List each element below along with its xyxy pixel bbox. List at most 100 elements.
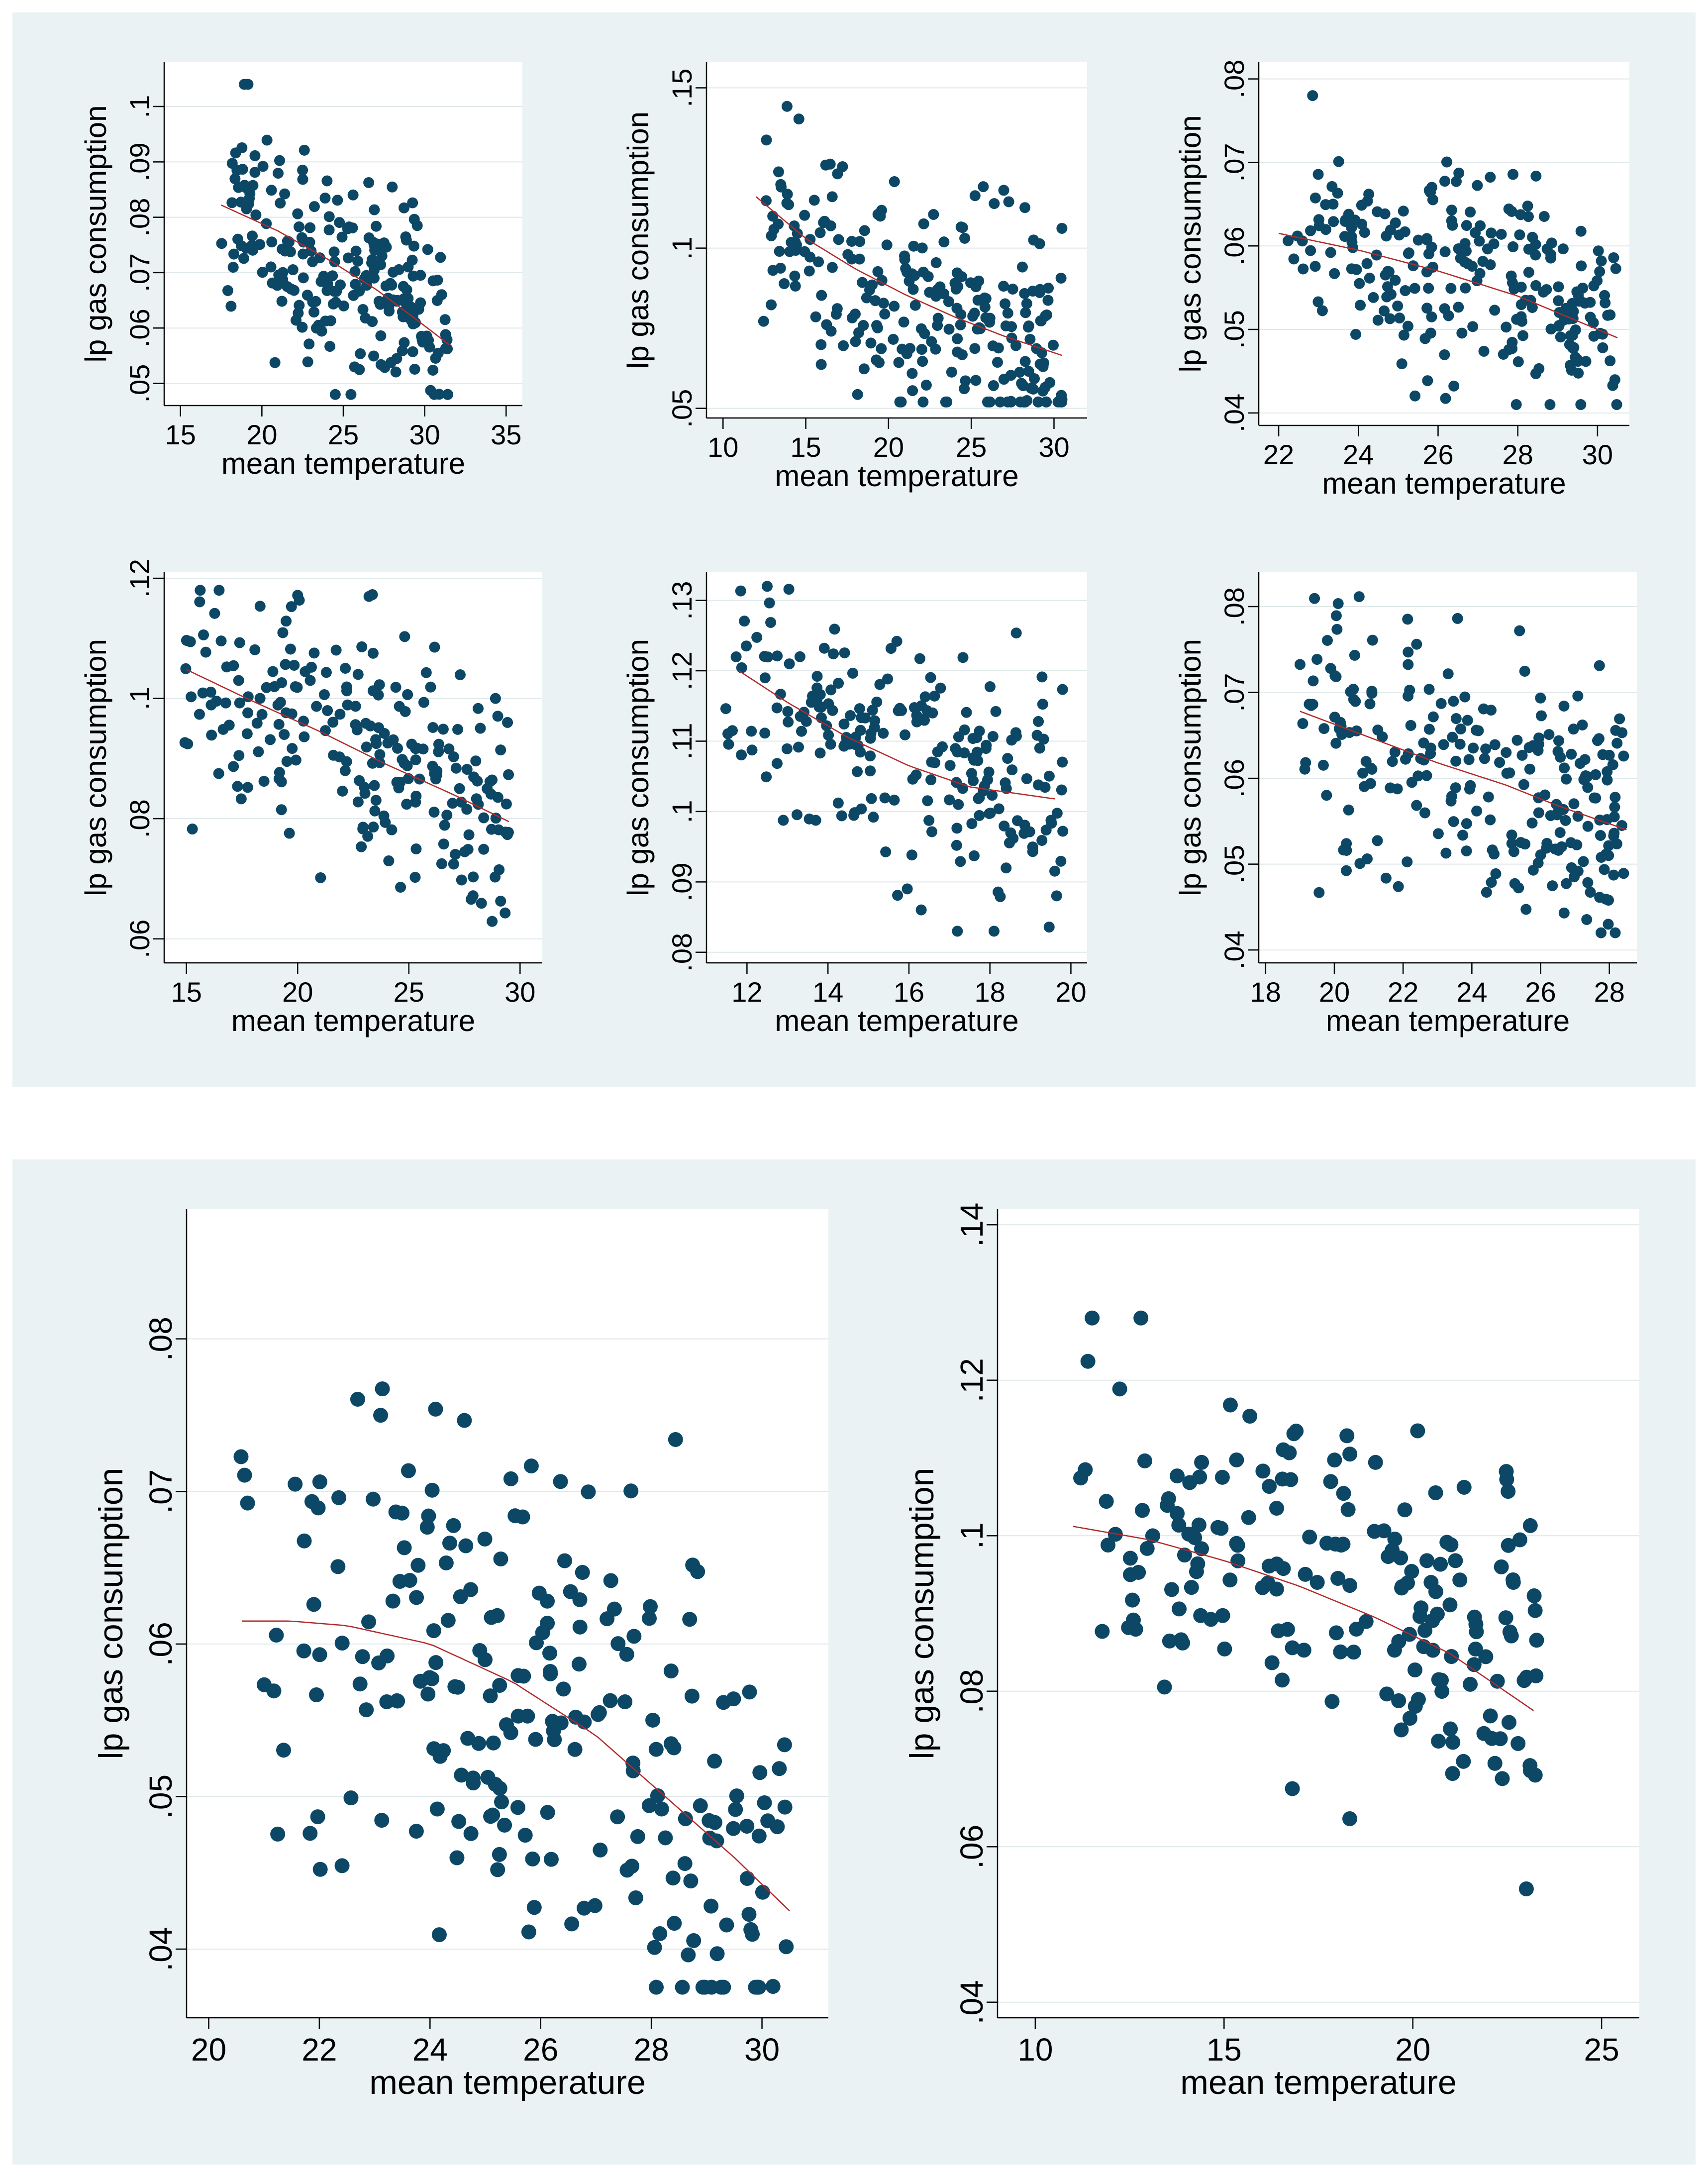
data-point bbox=[992, 357, 1003, 368]
data-point bbox=[1400, 285, 1411, 297]
data-point bbox=[1526, 1588, 1542, 1604]
data-point bbox=[898, 316, 909, 328]
data-point bbox=[456, 874, 467, 886]
data-point bbox=[302, 356, 313, 368]
data-point bbox=[402, 689, 413, 700]
data-point bbox=[1359, 227, 1370, 238]
plot-area bbox=[998, 1209, 1639, 2018]
data-point bbox=[1439, 246, 1451, 257]
data-point bbox=[478, 812, 490, 824]
x-axis-label: mean temperature bbox=[775, 459, 1018, 493]
data-point bbox=[213, 585, 225, 596]
data-point bbox=[1575, 399, 1587, 411]
data-point bbox=[1309, 192, 1321, 204]
data-point bbox=[1363, 189, 1375, 200]
x-tick-label: 16 bbox=[894, 976, 924, 1008]
data-point bbox=[1507, 169, 1519, 180]
data-point bbox=[441, 334, 453, 345]
data-point bbox=[943, 323, 955, 335]
data-point bbox=[1099, 1494, 1114, 1509]
data-point bbox=[815, 339, 827, 350]
data-point bbox=[1456, 1479, 1472, 1495]
data-point bbox=[1182, 1475, 1198, 1490]
data-point bbox=[315, 872, 326, 883]
data-point bbox=[330, 297, 341, 308]
data-point bbox=[368, 350, 380, 362]
y-tick-label: .07 bbox=[1218, 143, 1250, 182]
data-point bbox=[1453, 302, 1464, 313]
data-point bbox=[370, 734, 382, 745]
data-point bbox=[494, 864, 505, 875]
data-point bbox=[1522, 1518, 1538, 1533]
data-point bbox=[399, 202, 410, 213]
data-point bbox=[1326, 181, 1338, 192]
data-point bbox=[431, 295, 443, 306]
data-point bbox=[228, 248, 240, 260]
data-point bbox=[213, 768, 224, 779]
y-tick-label: .11 bbox=[666, 723, 698, 760]
data-point bbox=[782, 189, 793, 200]
data-point bbox=[1019, 202, 1031, 213]
data-point bbox=[234, 697, 245, 709]
y-tick-label: .12 bbox=[954, 1358, 990, 1402]
data-point bbox=[321, 175, 333, 187]
data-point bbox=[1403, 248, 1414, 259]
data-point bbox=[1501, 1715, 1516, 1730]
data-point bbox=[230, 147, 241, 159]
data-point bbox=[720, 703, 731, 715]
data-point bbox=[1328, 1625, 1344, 1641]
data-point bbox=[442, 389, 454, 400]
data-point bbox=[450, 848, 461, 860]
data-point bbox=[879, 309, 891, 320]
data-point bbox=[1468, 1642, 1483, 1657]
data-point bbox=[274, 767, 285, 778]
data-point bbox=[379, 727, 390, 739]
x-tick-label: 10 bbox=[707, 431, 738, 463]
data-point bbox=[347, 189, 359, 201]
data-point bbox=[408, 213, 420, 225]
data-point bbox=[370, 795, 382, 806]
data-point bbox=[242, 707, 254, 719]
x-tick-label: 35 bbox=[491, 419, 521, 450]
data-point bbox=[307, 296, 318, 308]
data-point bbox=[838, 340, 849, 351]
data-point bbox=[186, 691, 197, 703]
data-point bbox=[970, 375, 982, 386]
y-tick-label: .08 bbox=[124, 799, 155, 838]
x-tick-label: 25 bbox=[956, 431, 987, 463]
data-point bbox=[1006, 321, 1017, 332]
data-point bbox=[366, 257, 377, 269]
data-point bbox=[216, 238, 227, 249]
data-point bbox=[467, 890, 479, 902]
data-point bbox=[284, 828, 295, 839]
data-point bbox=[454, 669, 466, 681]
data-point bbox=[443, 743, 455, 755]
data-point bbox=[1508, 283, 1520, 295]
data-point bbox=[1384, 313, 1396, 324]
data-point bbox=[363, 177, 375, 188]
data-point bbox=[318, 689, 330, 701]
data-point bbox=[1487, 1756, 1503, 1771]
data-point bbox=[380, 280, 392, 292]
data-point bbox=[1489, 305, 1501, 316]
data-point bbox=[938, 236, 950, 248]
data-point bbox=[279, 188, 291, 200]
data-point bbox=[989, 198, 1000, 209]
data-point bbox=[1354, 278, 1365, 289]
data-point bbox=[276, 677, 288, 689]
data-point bbox=[815, 359, 827, 370]
data-point bbox=[482, 783, 493, 794]
y-tick-label: .15 bbox=[666, 69, 698, 107]
data-point bbox=[1512, 356, 1524, 368]
x-tick-label: 12 bbox=[731, 976, 762, 1008]
y-tick-label: .12 bbox=[666, 651, 698, 690]
data-point bbox=[1002, 308, 1013, 319]
data-point bbox=[928, 208, 939, 220]
data-point bbox=[810, 311, 821, 322]
data-point bbox=[287, 743, 298, 754]
data-point bbox=[941, 396, 953, 408]
data-point bbox=[1431, 1734, 1446, 1749]
data-point bbox=[290, 754, 301, 766]
data-point bbox=[781, 101, 793, 112]
data-point bbox=[379, 362, 391, 373]
